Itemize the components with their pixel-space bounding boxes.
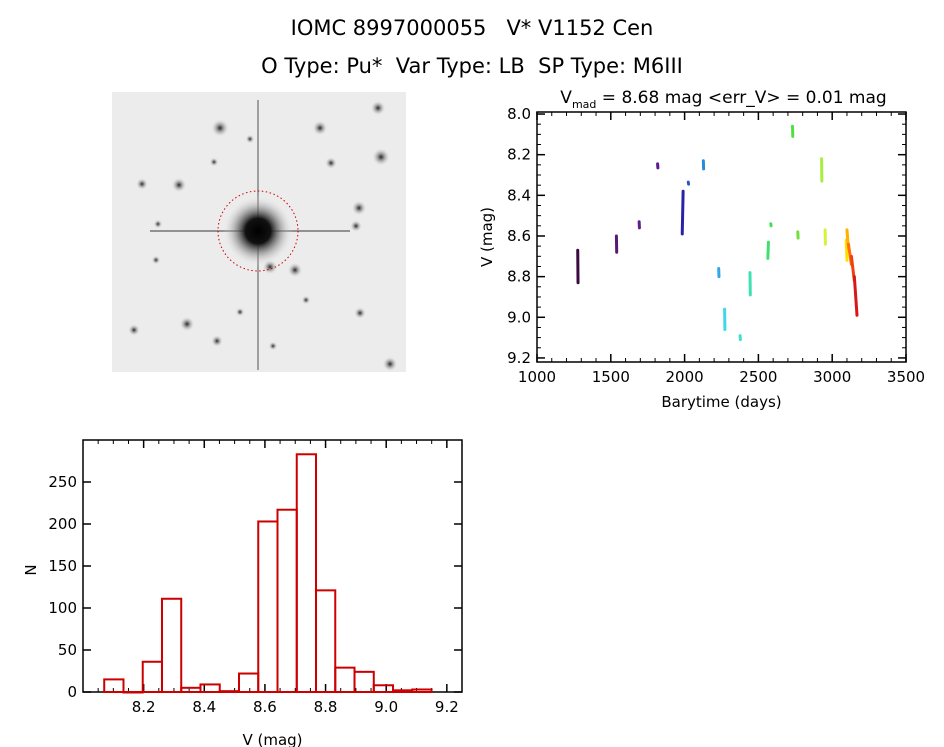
y-axis-label: N bbox=[22, 564, 40, 575]
target-circle-marker bbox=[217, 190, 299, 272]
field-star bbox=[209, 157, 219, 167]
x-axis-label: Barytime (days) bbox=[661, 393, 781, 411]
field-star bbox=[371, 147, 391, 167]
field-star bbox=[287, 262, 303, 278]
data-point-clump bbox=[852, 275, 859, 317]
y-tick-label: 200 bbox=[48, 515, 77, 533]
y-tick-label: 8.0 bbox=[507, 105, 531, 123]
histogram-bar bbox=[392, 689, 414, 694]
field-star bbox=[135, 177, 149, 191]
histogram-bar bbox=[141, 660, 163, 694]
y-tick-label: 100 bbox=[48, 599, 77, 617]
field-star bbox=[324, 156, 338, 170]
x-tick-label: 8.2 bbox=[132, 698, 156, 716]
field-star bbox=[127, 323, 141, 337]
histogram-bar bbox=[295, 453, 318, 693]
field-star bbox=[210, 118, 230, 138]
sky-image bbox=[112, 92, 406, 372]
histogram-bar bbox=[103, 678, 125, 694]
data-point-clump bbox=[844, 238, 849, 262]
field-star bbox=[245, 134, 255, 144]
histogram-bar bbox=[334, 666, 356, 694]
field-star bbox=[235, 307, 245, 317]
x-axis-label: V (mag) bbox=[242, 731, 302, 747]
histogram-bar bbox=[353, 670, 375, 694]
histogram-bar bbox=[160, 597, 183, 694]
y-tick-label: 8.8 bbox=[507, 268, 531, 286]
histogram-bar bbox=[315, 589, 337, 693]
histogram-bar bbox=[276, 508, 298, 693]
field-star bbox=[382, 356, 398, 372]
x-tick-label: 1000 bbox=[518, 368, 556, 386]
x-tick-label: 3000 bbox=[813, 368, 851, 386]
y-tick-label: 8.6 bbox=[507, 227, 531, 245]
chart-subtitle: O Type: Pu* Var Type: LB SP Type: M6III bbox=[261, 54, 683, 78]
x-tick-label: 8.4 bbox=[192, 698, 216, 716]
histogram-bar bbox=[257, 520, 279, 693]
field-star bbox=[301, 295, 311, 305]
field-star bbox=[153, 219, 163, 229]
histogram-bar bbox=[218, 690, 240, 693]
x-tick-label: 2500 bbox=[739, 368, 777, 386]
x-tick-label: 8.8 bbox=[314, 698, 338, 716]
x-tick-label: 2000 bbox=[666, 368, 704, 386]
field-star bbox=[312, 120, 328, 136]
x-tick-label: 3500 bbox=[887, 368, 925, 386]
field-star bbox=[370, 100, 386, 116]
y-tick-label: 9.0 bbox=[507, 308, 531, 326]
field-star bbox=[349, 219, 363, 233]
x-tick-label: 9.2 bbox=[435, 698, 459, 716]
x-tick-label: 8.6 bbox=[253, 698, 277, 716]
histogram-bar bbox=[237, 672, 260, 694]
histogram-bar bbox=[199, 683, 221, 694]
x-tick-label: 9.0 bbox=[374, 698, 398, 716]
lightcurve-title: Vmad = 8.68 mag <err_V> = 0.01 mag bbox=[560, 88, 886, 111]
data-point-clump bbox=[766, 240, 770, 260]
y-axis-label: V (mag) bbox=[478, 207, 496, 267]
field-star bbox=[171, 177, 187, 193]
field-star bbox=[179, 316, 195, 332]
histogram-bar bbox=[372, 684, 395, 694]
y-tick-label: 8.2 bbox=[507, 146, 531, 164]
field-star bbox=[353, 306, 367, 320]
x-tick-label: 1500 bbox=[592, 368, 630, 386]
y-tick-label: 9.2 bbox=[507, 349, 531, 367]
y-tick-label: 50 bbox=[58, 641, 77, 659]
field-star bbox=[268, 341, 278, 351]
field-star bbox=[210, 334, 224, 348]
histogram-bar bbox=[411, 688, 433, 693]
target-star bbox=[222, 195, 294, 267]
y-tick-label: 8.4 bbox=[507, 186, 531, 204]
histogram-bar bbox=[180, 686, 202, 693]
y-tick-label: 0 bbox=[67, 683, 77, 701]
histogram-bar bbox=[122, 691, 144, 694]
y-tick-label: 250 bbox=[48, 473, 77, 491]
field-star bbox=[151, 255, 161, 265]
field-star bbox=[351, 200, 367, 216]
plot-frame bbox=[82, 439, 463, 693]
data-point-clump bbox=[680, 189, 685, 236]
plot-frame bbox=[536, 111, 907, 363]
y-tick-label: 150 bbox=[48, 557, 77, 575]
chart-title: IOMC 8997000055 V* V1152 Cen bbox=[290, 16, 654, 40]
